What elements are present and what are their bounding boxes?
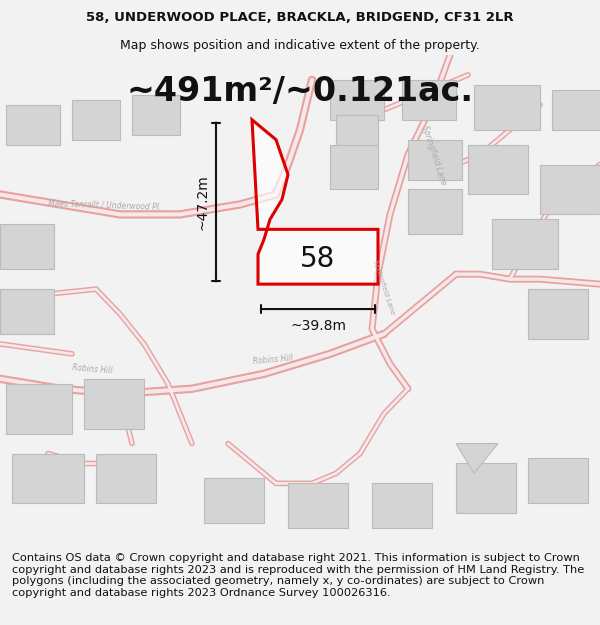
Polygon shape — [0, 289, 54, 334]
Polygon shape — [252, 120, 378, 284]
Polygon shape — [540, 164, 600, 214]
Polygon shape — [408, 139, 462, 179]
Polygon shape — [288, 483, 348, 528]
Text: Map shows position and indicative extent of the property.: Map shows position and indicative extent… — [120, 39, 480, 51]
Text: 58: 58 — [301, 245, 335, 273]
Polygon shape — [552, 90, 600, 130]
Polygon shape — [372, 483, 432, 528]
Polygon shape — [132, 95, 180, 135]
Polygon shape — [456, 464, 516, 513]
Text: ~39.8m: ~39.8m — [290, 319, 346, 333]
Polygon shape — [468, 144, 528, 194]
Polygon shape — [402, 80, 456, 120]
Polygon shape — [84, 379, 144, 429]
Polygon shape — [474, 85, 540, 130]
Polygon shape — [528, 289, 588, 339]
Text: Contains OS data © Crown copyright and database right 2021. This information is : Contains OS data © Crown copyright and d… — [12, 553, 584, 598]
Polygon shape — [96, 454, 156, 503]
Text: Robins Hill: Robins Hill — [252, 353, 293, 366]
Text: Maes Tanrallt / Underwood Pl.: Maes Tanrallt / Underwood Pl. — [48, 199, 161, 211]
Polygon shape — [0, 224, 54, 269]
Polygon shape — [12, 454, 84, 503]
Polygon shape — [528, 459, 588, 503]
Polygon shape — [408, 189, 462, 234]
Polygon shape — [336, 115, 378, 144]
Polygon shape — [456, 444, 498, 473]
Text: ~491m²/~0.121ac.: ~491m²/~0.121ac. — [127, 75, 473, 108]
Text: Springfield Lane: Springfield Lane — [372, 259, 395, 315]
Polygon shape — [492, 219, 558, 269]
Text: ~47.2m: ~47.2m — [196, 174, 210, 230]
Polygon shape — [6, 105, 60, 144]
Polygon shape — [330, 80, 384, 120]
Polygon shape — [204, 478, 264, 523]
Text: Springfield Lane: Springfield Lane — [420, 124, 448, 186]
Polygon shape — [6, 384, 72, 434]
Polygon shape — [330, 144, 378, 189]
Text: Robins Hill: Robins Hill — [72, 363, 113, 376]
Text: 58, UNDERWOOD PLACE, BRACKLA, BRIDGEND, CF31 2LR: 58, UNDERWOOD PLACE, BRACKLA, BRIDGEND, … — [86, 11, 514, 24]
Polygon shape — [72, 100, 120, 139]
